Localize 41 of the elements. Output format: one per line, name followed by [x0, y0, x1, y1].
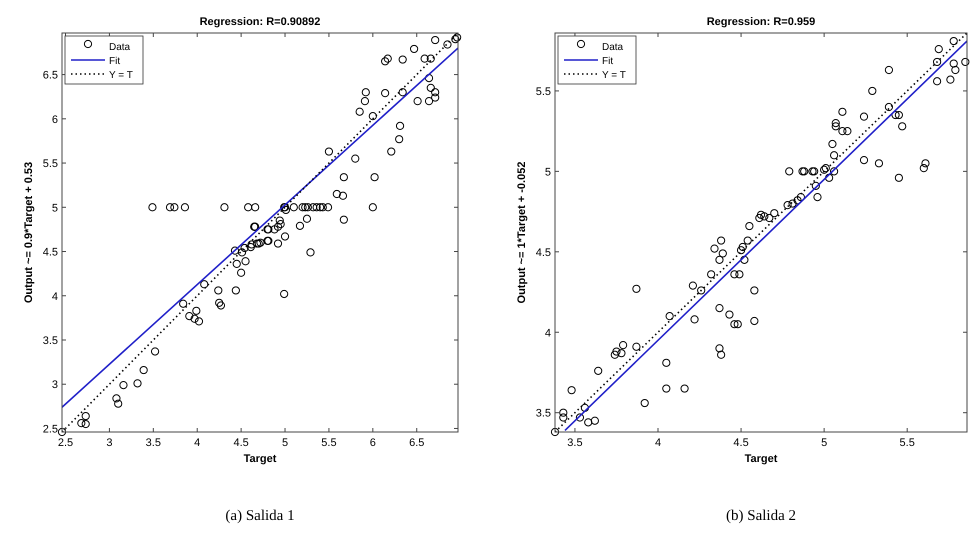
y-tick-label: 3.5: [536, 408, 551, 420]
y-tick-label: 2.5: [42, 423, 58, 436]
y-axis-title: Output ~= 1*Target + -0.052: [516, 162, 528, 304]
x-tick-label: 4.5: [733, 437, 749, 449]
chart-title: Regression: R=0.90892: [200, 16, 320, 28]
x-tick-label: 3.5: [146, 437, 161, 449]
x-tick-label: 3.5: [567, 437, 583, 449]
y-axis-title: Output ~= 0.9*Target + 0.53: [23, 162, 35, 304]
text: (b) Salida 2: [726, 508, 796, 524]
legend-label: Fit: [109, 56, 120, 67]
legend-label: Y = T: [602, 70, 626, 81]
x-tick-label: 4.5: [233, 437, 249, 449]
y-tick-label: 4: [544, 327, 551, 340]
y-tick-label: 4.5: [42, 246, 58, 259]
legend-label: Data: [109, 42, 131, 53]
y-tick-label: 6: [52, 114, 58, 126]
x-tick-label: 5: [821, 437, 828, 449]
y-tick-label: 5: [544, 166, 551, 178]
y-tick-label: 5.5: [536, 86, 551, 98]
x-tick-label: 4: [194, 437, 200, 449]
x-axis-title: Target: [244, 453, 277, 465]
x-tick-label: 5: [282, 437, 288, 449]
text: (a) Salida 1: [225, 508, 295, 524]
y-tick-label: 3.5: [42, 334, 58, 347]
chart-title: Regression: R=0.959: [706, 16, 816, 28]
y-tick-label: 5: [52, 202, 58, 214]
x-tick-label: 6.5: [409, 437, 424, 449]
y-tick-label: 4: [52, 290, 58, 303]
legend-label: Y = T: [109, 70, 133, 81]
legend-label: Data: [602, 42, 624, 53]
x-tick-label: 6: [370, 437, 376, 449]
legend-label: Fit: [602, 56, 614, 67]
x-tick-label: 5.5: [900, 437, 915, 449]
y-tick-label: 3: [52, 379, 58, 392]
x-tick-label: 5.5: [321, 437, 337, 449]
x-tick-label: 4: [654, 437, 662, 449]
y-tick-label: 5.5: [42, 158, 58, 170]
x-tick-label: 3: [106, 437, 112, 449]
y-tick-label: 4.5: [536, 246, 551, 259]
x-axis-title: Target: [744, 453, 778, 465]
y-tick-label: 6.5: [42, 70, 58, 82]
